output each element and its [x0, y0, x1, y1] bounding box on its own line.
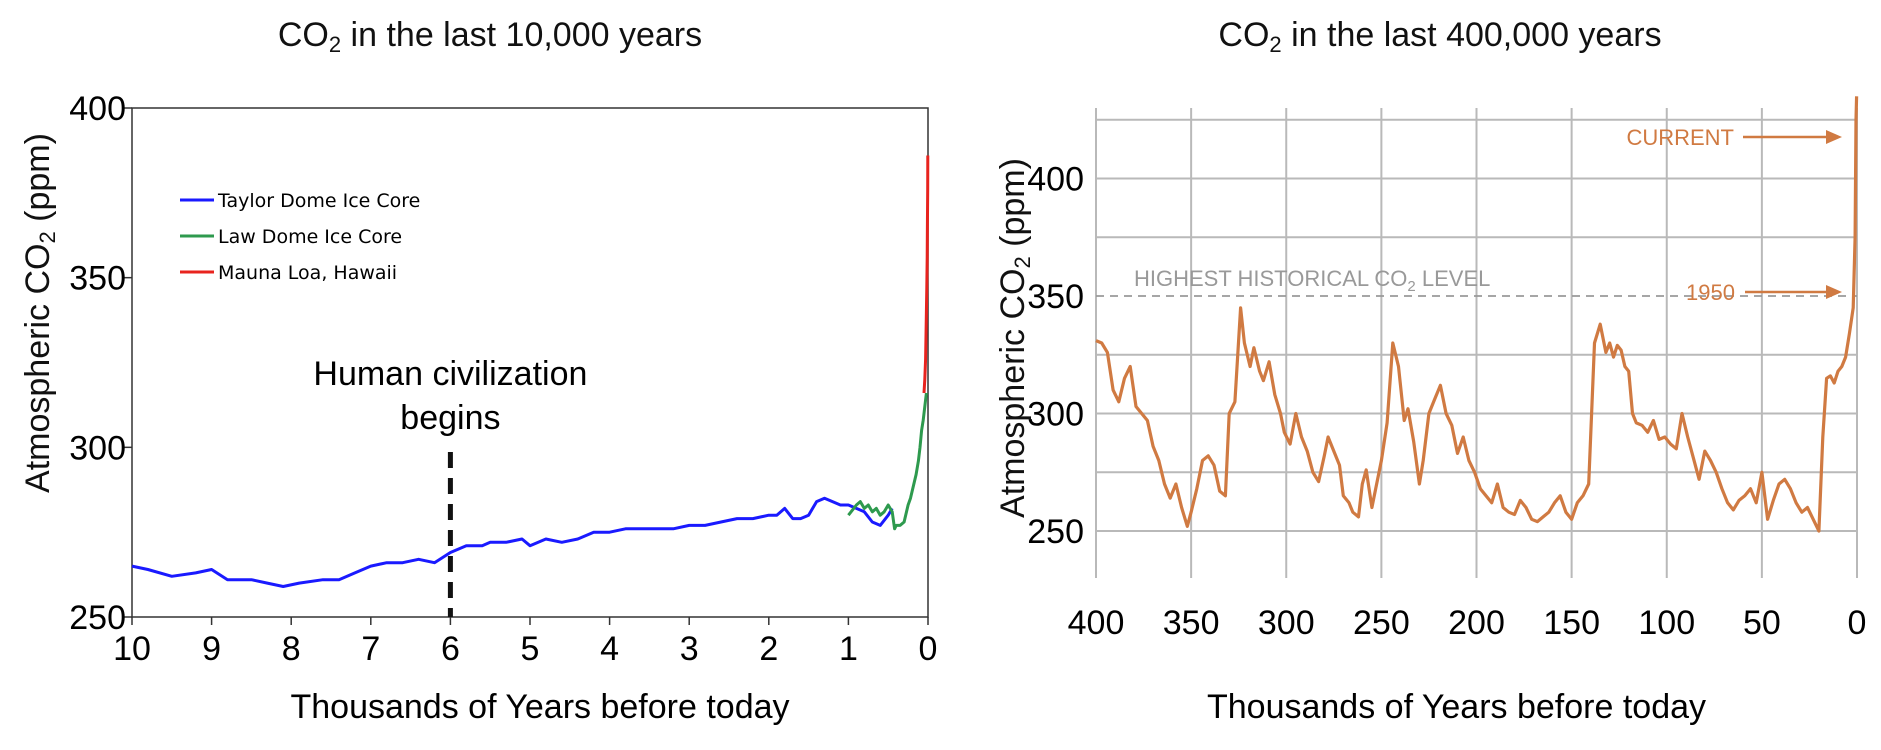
- x-tick-label: 150: [1543, 604, 1600, 642]
- x-tick-label: 200: [1448, 604, 1505, 642]
- x-tick-label: 9: [202, 630, 221, 668]
- y-tick-label: 350: [1027, 278, 1084, 316]
- x-tick-label: 300: [1258, 604, 1315, 642]
- annotation-label: CURRENT: [1626, 125, 1734, 150]
- x-tick-label: 10: [113, 630, 151, 668]
- x-tick-label: 0: [1848, 604, 1867, 642]
- x-tick-label: 4: [600, 630, 619, 668]
- x-tick-label: 250: [1353, 604, 1410, 642]
- chart-right: 400 350 300 250 200 150 100 50 0 250 300 350 400 HIGH…: [1027, 96, 1866, 726]
- y-tick-label: 300: [1027, 396, 1084, 434]
- x-tick-label: 5: [521, 630, 540, 668]
- reference-line-label: HIGHEST HISTORICAL CO2 LEVEL: [1134, 266, 1490, 295]
- x-tick-label: 50: [1743, 604, 1781, 642]
- legend-label: Law Dome Ice Core: [218, 226, 402, 248]
- x-tick-label: 350: [1163, 604, 1220, 642]
- y-tick-label: 400: [1027, 161, 1084, 199]
- x-tick-label: 7: [361, 630, 380, 668]
- series-line: [131, 496, 894, 588]
- annotation-arrowhead: [1826, 130, 1842, 144]
- x-tick-label: 0: [919, 630, 938, 668]
- chart-title-right: CO2 in the last 400,000 years: [1218, 16, 1662, 57]
- x-tick-label: 3: [680, 630, 699, 668]
- y-tick-label: 300: [69, 429, 126, 467]
- annotation-text: begins: [400, 399, 500, 437]
- series-line: [1095, 96, 1859, 533]
- x-tick-label: 1: [839, 630, 858, 668]
- annotation-label: 1950: [1686, 280, 1735, 305]
- x-tick-label: 6: [441, 630, 460, 668]
- annotation-arrowhead: [1826, 285, 1842, 299]
- series-line: [922, 155, 930, 394]
- x-tick-label: 8: [282, 630, 301, 668]
- y-tick-label: 350: [69, 260, 126, 298]
- legend-label: Mauna Loa, Hawaii: [218, 262, 397, 284]
- y-tick-label: 400: [69, 90, 126, 128]
- x-tick-label: 100: [1638, 604, 1695, 642]
- legend-label: Taylor Dome Ice Core: [217, 190, 420, 212]
- y-tick-label: 250: [69, 599, 126, 637]
- x-axis-label-right: Thousands of Years before today: [1207, 688, 1706, 726]
- annotation-text: Human civilization: [313, 355, 587, 393]
- x-tick-label: 400: [1068, 604, 1125, 642]
- x-tick-label: 2: [759, 630, 778, 668]
- chart-title-left: CO2 in the last 10,000 years: [277, 16, 703, 57]
- series-line: [847, 392, 928, 531]
- x-axis-label-left: Thousands of Years before today: [290, 688, 789, 726]
- y-tick-label: 250: [1027, 513, 1084, 551]
